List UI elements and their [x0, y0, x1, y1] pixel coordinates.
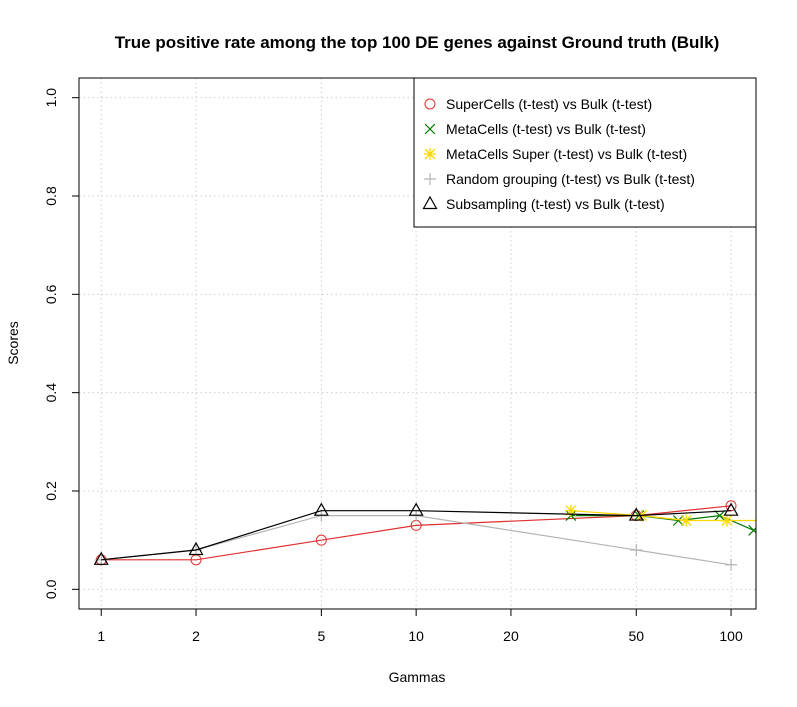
x-tick-label: 2 [192, 628, 200, 644]
y-tick-label: 0.2 [43, 481, 59, 501]
data-point [723, 502, 739, 516]
y-tick-label: 1.0 [43, 88, 59, 108]
series-line [101, 510, 732, 561]
data-point [755, 519, 756, 522]
legend-box [413, 77, 757, 228]
data-point [630, 544, 643, 556]
data-point [424, 173, 436, 185]
x-tick-label: 10 [408, 628, 424, 644]
legend-entry-label: MetaCells (t-test) vs Bulk (t-test) [446, 121, 646, 137]
y-tick-label: 0.8 [43, 186, 59, 206]
chart-title: True positive rate among the top 100 DE … [115, 33, 720, 52]
data-point [408, 502, 424, 516]
series-line [101, 505, 732, 561]
data-point [422, 195, 438, 210]
data-point [748, 524, 756, 536]
data-point [628, 507, 644, 521]
data-point [315, 534, 327, 546]
y-tick-label: 0.6 [43, 284, 59, 304]
x-axis: 1 2 5 10 20 50 100 [97, 608, 743, 644]
data-point [424, 98, 436, 110]
data-point [714, 510, 726, 522]
x-tick-label: 50 [628, 628, 644, 644]
data-point [564, 504, 577, 517]
data-point [313, 502, 329, 516]
y-tick-label: 0.4 [43, 383, 59, 403]
x-axis-label: Gammas [389, 669, 446, 685]
legend: SuperCells (t-test) vs Bulk (t-test) Meta… [413, 77, 757, 228]
data-point [725, 558, 738, 571]
data-point [672, 515, 684, 526]
legend-entry-label: Subsampling (t-test) vs Bulk (t-test) [446, 196, 665, 212]
data-point [188, 541, 204, 556]
y-axis: 0.0 0.2 0.4 0.6 0.8 1.0 [43, 88, 79, 599]
y-tick-label: 0.0 [43, 579, 59, 599]
x-tick-label: 100 [719, 628, 743, 644]
data-point [424, 148, 436, 160]
data-point [93, 551, 109, 565]
series-line [101, 514, 732, 566]
data-point [680, 514, 693, 527]
x-tick-label: 5 [317, 628, 325, 644]
data-point [424, 123, 436, 135]
y-axis-label: Scores [5, 321, 21, 365]
legend-entry-label: Random grouping (t-test) vs Bulk (t-test… [446, 171, 695, 187]
x-tick-label: 20 [503, 628, 519, 644]
data-point [720, 514, 733, 527]
legend-entry-label: SuperCells (t-test) vs Bulk (t-test) [446, 96, 652, 112]
x-tick-label: 1 [97, 628, 105, 644]
legend-entry-label: MetaCells Super (t-test) vs Bulk (t-test… [446, 146, 687, 162]
series-group [93, 500, 756, 571]
series-triangle [93, 502, 739, 565]
